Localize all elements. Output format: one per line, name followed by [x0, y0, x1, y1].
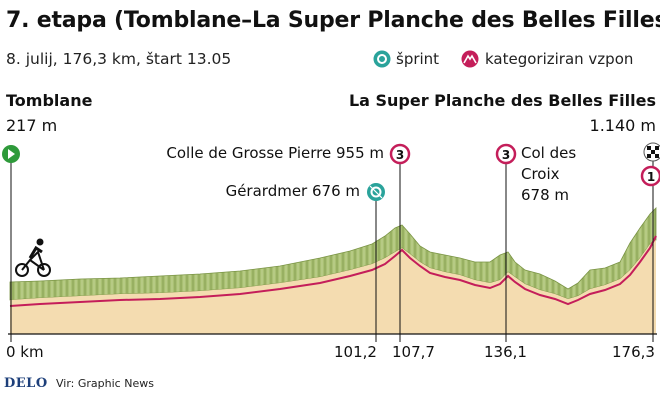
- km-label-gerardmer: 101,2: [334, 343, 377, 361]
- km-label-start: 0 km: [6, 343, 44, 361]
- climb-category-1-icon: 1: [640, 165, 660, 187]
- croix-label-line1: Col des: [521, 144, 577, 162]
- finish-location: La Super Planche des Belles Filles: [348, 91, 656, 110]
- sprint-icon: [373, 50, 391, 68]
- km-label-colle: 107,7: [392, 343, 435, 361]
- croix-label-line3: 678 m: [521, 186, 570, 204]
- svg-text:1: 1: [647, 170, 655, 184]
- km-label-croix: 136,1: [484, 343, 527, 361]
- stage-subtitle: 8. julij, 176,3 km, štart 13.05: [6, 50, 232, 68]
- km-label-finish: 176,3: [612, 343, 655, 361]
- route-line: [9, 235, 657, 307]
- legend-sprint-label: šprint: [396, 50, 440, 68]
- finish-altitude: 1.140 m: [589, 116, 656, 135]
- start-altitude: 217 m: [6, 116, 58, 135]
- legend-climb: kategoriziran vzpon: [460, 50, 633, 68]
- climb-category-3-icon: 3: [389, 143, 411, 165]
- svg-text:3: 3: [502, 148, 510, 162]
- climb-category-3-icon: 3: [495, 143, 517, 165]
- gerardmer-label: Gérardmer 676 m: [225, 182, 360, 200]
- colle-label: Colle de Grosse Pierre 955 m: [166, 144, 384, 162]
- source-credit: Vir: Graphic News: [56, 377, 154, 390]
- page-title: 7. etapa (Tomblane–La Super Planche des …: [6, 8, 660, 33]
- svg-text:3: 3: [396, 148, 404, 162]
- croix-label-line2: Croix: [521, 165, 560, 183]
- legend-sprint: šprint: [373, 50, 439, 68]
- finish-flag-icon: [643, 142, 660, 162]
- start-play-icon: [2, 145, 20, 163]
- terrain-base: [10, 240, 656, 334]
- cyclist-icon: [15, 238, 51, 277]
- start-location: Tomblane: [6, 91, 93, 110]
- sprint-icon: [367, 183, 385, 201]
- legend-climb-label: kategoriziran vzpon: [485, 50, 634, 68]
- categorized-climb-icon: [461, 50, 479, 68]
- publisher-logo: DELO: [4, 376, 48, 391]
